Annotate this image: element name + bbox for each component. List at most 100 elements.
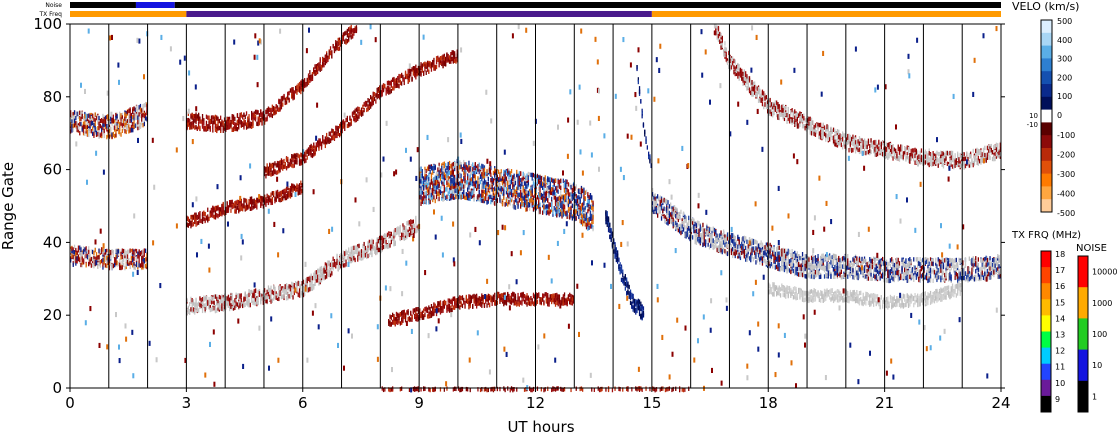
echo-cell — [98, 261, 100, 267]
echo-cell — [288, 294, 290, 299]
echo-cell — [124, 113, 126, 118]
echo-cell — [569, 212, 571, 217]
echo-cell — [104, 124, 107, 130]
echo-cell — [138, 112, 140, 117]
echo-cell — [212, 213, 214, 218]
echo-cell — [562, 207, 564, 212]
echo-cell — [587, 198, 589, 204]
echo-cell — [358, 114, 360, 119]
echo-cell — [438, 57, 440, 62]
echo-cell — [231, 302, 233, 308]
echo-cell — [406, 230, 408, 235]
echo-cell — [137, 251, 139, 256]
echo-cell — [92, 126, 94, 131]
echo-cell — [531, 172, 533, 178]
echo-cell — [499, 194, 501, 199]
echo-cell — [478, 189, 480, 195]
echo-cell — [141, 113, 143, 118]
echo-cell — [445, 174, 447, 179]
echo-cell — [262, 300, 264, 305]
echo-cell — [88, 122, 90, 128]
echo-cell — [216, 308, 218, 313]
echo-cell — [145, 112, 147, 118]
echo-cell — [280, 105, 283, 110]
echo-cell — [217, 206, 219, 211]
echo-cell — [301, 188, 303, 194]
echo-cell — [542, 185, 544, 190]
echo-cell — [545, 178, 548, 184]
echo-cell — [521, 198, 523, 203]
echo-cell — [84, 120, 86, 125]
echo-cell — [389, 233, 391, 239]
echo-cell — [460, 162, 462, 167]
echo-cell — [135, 262, 138, 268]
echo-cell — [266, 163, 268, 168]
echo-cell — [588, 225, 590, 230]
echo-cell — [379, 240, 381, 245]
echo-cell — [265, 166, 267, 172]
echo-cell — [580, 207, 583, 212]
echo-cell — [397, 80, 399, 85]
echo-cell — [460, 183, 462, 188]
echo-cell — [205, 295, 208, 301]
echo-cell — [355, 245, 358, 250]
echo-cell — [221, 122, 223, 127]
echo-cell — [341, 120, 343, 125]
echo-cell — [454, 195, 456, 200]
echo-cell — [311, 74, 314, 79]
echo-cell — [531, 176, 533, 181]
echo-cell — [487, 196, 489, 201]
echo-cell — [342, 254, 345, 259]
echo-cell — [517, 173, 519, 179]
echo-cell — [221, 119, 223, 124]
echo-cell — [459, 160, 461, 165]
echo-cell — [251, 115, 253, 120]
range-time-cells — [70, 24, 1001, 393]
echo-cell — [357, 246, 359, 251]
echo-cell — [80, 252, 82, 257]
echo-cell — [191, 120, 193, 126]
echo-cell — [195, 219, 197, 224]
echo-cell — [112, 118, 114, 124]
echo-cell — [306, 149, 308, 155]
echo-cell — [566, 201, 568, 206]
echo-cell — [432, 178, 434, 183]
echo-cell — [73, 114, 76, 120]
echo-cell — [244, 198, 246, 203]
echo-cell — [527, 196, 529, 201]
echo-cell — [501, 180, 504, 186]
echo-cell — [275, 163, 277, 168]
echo-cell — [194, 308, 196, 313]
echo-cell — [342, 250, 345, 255]
echo-cell — [531, 189, 533, 194]
echo-cell — [256, 109, 258, 115]
echo-cell — [318, 62, 320, 67]
echo-cell — [331, 260, 333, 265]
echo-cell — [485, 180, 487, 185]
echo-cell — [532, 195, 535, 200]
echo-cell — [372, 97, 374, 103]
echo-cell — [85, 263, 87, 268]
echo-cell — [532, 183, 535, 188]
echo-cell — [364, 248, 367, 253]
echo-cell — [423, 62, 425, 67]
echo-cell — [588, 220, 590, 225]
echo-cell — [270, 198, 272, 203]
echo-cell — [513, 200, 515, 205]
echo-cell — [404, 235, 407, 241]
echo-cell — [243, 112, 245, 117]
echo-cell — [523, 179, 526, 184]
echo-cell — [326, 132, 328, 138]
echo-cell — [135, 105, 138, 110]
echo-cell — [261, 121, 263, 126]
echo-cell — [584, 206, 586, 211]
echo-cell — [419, 195, 421, 200]
echo-cell — [362, 253, 364, 258]
echo-cell — [450, 54, 452, 59]
echo-cell — [445, 168, 447, 173]
echo-cell — [478, 162, 480, 167]
echo-cell — [505, 178, 508, 184]
echo-cell — [134, 123, 136, 128]
echo-cell — [370, 244, 372, 250]
echo-cell — [492, 200, 495, 205]
